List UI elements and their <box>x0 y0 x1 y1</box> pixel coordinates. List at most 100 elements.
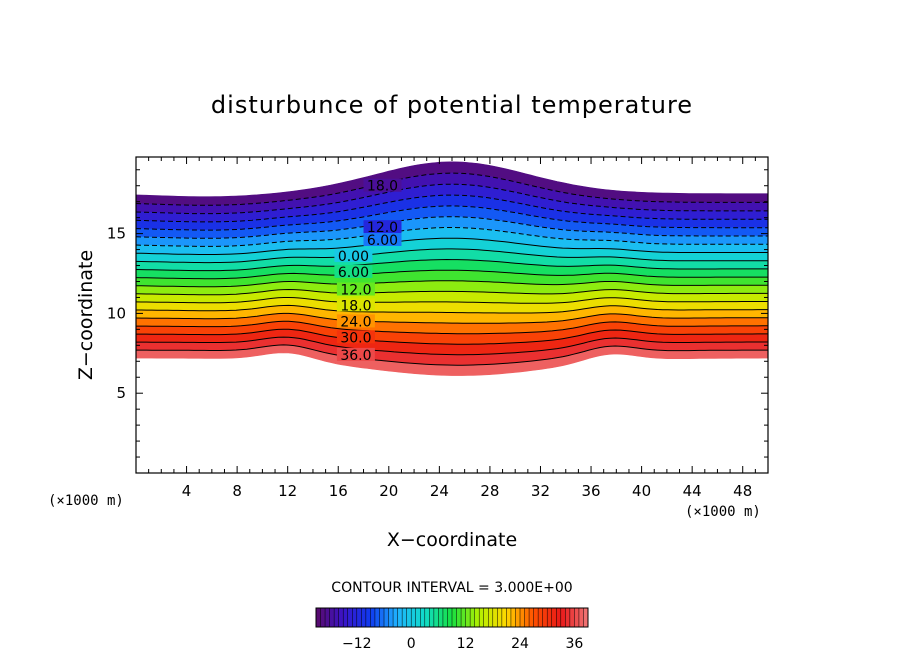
contour-label: 18.0 <box>367 179 398 195</box>
colorbar-cell <box>316 608 321 627</box>
colorbar-cell <box>397 608 403 627</box>
colorbar-cell <box>510 608 516 627</box>
colorbar-cell <box>370 608 376 627</box>
x-tick-label: 20 <box>379 482 398 500</box>
colorbar-cell <box>497 608 503 627</box>
colorbar-cell <box>569 608 575 627</box>
colorbar-cell <box>565 608 571 627</box>
colorbar-cell <box>520 608 525 627</box>
colorbar-cell <box>506 608 512 627</box>
contour-label-bg <box>363 233 402 246</box>
contour-line <box>136 183 768 215</box>
colorbar-cell <box>538 608 543 627</box>
colorbar-cell <box>492 608 498 627</box>
x-tick-label: 8 <box>232 482 242 500</box>
colorbar-cell <box>356 608 362 627</box>
colorbar-cell <box>433 608 439 627</box>
colorbar-cell <box>465 608 471 627</box>
colorbar-cell <box>429 608 435 627</box>
contour-label: 6.00 <box>367 233 398 249</box>
x-tick-label: 16 <box>329 482 348 500</box>
contour-label-bg <box>336 298 375 312</box>
contour-line <box>136 312 768 324</box>
colorbar-cell <box>452 608 457 627</box>
colorbar-tick-label: 24 <box>511 636 529 652</box>
contour-label-bg <box>336 330 375 344</box>
contour-label-bg <box>363 178 402 192</box>
contour-line <box>136 258 768 272</box>
colorbar-cell <box>329 608 335 627</box>
x-unit-left: (×1000 m) <box>48 493 124 509</box>
x-tick-label: 32 <box>531 482 550 500</box>
colorbar-cell <box>488 608 494 627</box>
x-tick-label: 36 <box>581 482 600 500</box>
colorbar-cell <box>461 608 466 627</box>
x-tick-label: 44 <box>683 482 702 500</box>
colorbar-cell <box>393 608 398 627</box>
plot-area <box>136 161 768 376</box>
colorbar-cell <box>347 608 353 627</box>
contour-line <box>136 237 768 255</box>
colorbar-cell <box>365 608 371 627</box>
contour-line <box>136 172 768 206</box>
colorbar-frame <box>315 607 589 628</box>
y-tick-labels: 5 10 15 <box>107 225 126 403</box>
x-tick-label: 24 <box>430 482 449 500</box>
x-tick-label: 12 <box>278 482 297 500</box>
contour-label: 30.0 <box>340 330 371 346</box>
colorbar-cell <box>479 608 485 627</box>
colorbar-tick-label: 36 <box>565 636 583 652</box>
colorbar <box>315 607 589 628</box>
colorbar-cell <box>420 608 426 627</box>
colorbar-cell <box>415 608 421 627</box>
contour-label: 0.00 <box>338 249 369 265</box>
colorbar-cell <box>406 608 412 627</box>
colorbar-cell <box>361 608 367 627</box>
colorbar-cell <box>456 608 462 627</box>
chart-title: disturbunce of potential temperature <box>211 91 693 119</box>
contour-label-bg <box>336 282 375 296</box>
x-tick-label: 28 <box>480 482 499 500</box>
x-tick-label: 48 <box>733 482 752 500</box>
contour-line <box>136 344 768 366</box>
colorbar-cell <box>501 608 507 627</box>
contour-label: 36.0 <box>340 348 371 364</box>
colorbar-cell <box>411 608 417 627</box>
colorbar-cell <box>424 608 430 627</box>
colorbar-cell <box>483 608 489 627</box>
contour-line <box>136 248 768 264</box>
colorbar-cell <box>547 608 553 627</box>
contour-lines <box>136 172 768 366</box>
contour-label-bg <box>334 248 373 262</box>
colorbar-cell <box>560 608 566 627</box>
contour-label: 6.00 <box>338 265 369 281</box>
contour-label: 12.0 <box>367 220 398 236</box>
colorbar-cell <box>542 608 548 627</box>
colorbar-cell <box>442 608 448 627</box>
y-tick-label: 5 <box>116 384 126 402</box>
contour-line <box>136 320 768 335</box>
colorbar-cell <box>447 608 453 627</box>
y-tick-label: 15 <box>107 225 126 243</box>
colorbar-cell <box>379 608 385 627</box>
contour-line <box>136 269 768 280</box>
colorbar-cell <box>352 608 358 627</box>
contour-line <box>136 336 768 356</box>
x-unit-right: (×1000 m) <box>685 504 761 520</box>
colorbar-cell <box>338 608 344 627</box>
x-axis-label: X−coordinate <box>387 529 517 551</box>
colorbar-cell <box>524 608 530 627</box>
colorbar-tick-label: 12 <box>457 636 475 652</box>
colorbar-cell <box>470 608 475 627</box>
colorbar-cell <box>574 608 580 627</box>
contour-label-bg <box>363 220 402 234</box>
contour-line <box>136 194 768 223</box>
colorbar-cell <box>384 608 389 627</box>
contour-label: 18.0 <box>340 298 371 314</box>
contour-label: 12.0 <box>340 283 371 299</box>
colorbar-cell <box>320 608 326 627</box>
colorbar-cell <box>388 608 394 627</box>
contour-label: 24.0 <box>340 314 371 330</box>
